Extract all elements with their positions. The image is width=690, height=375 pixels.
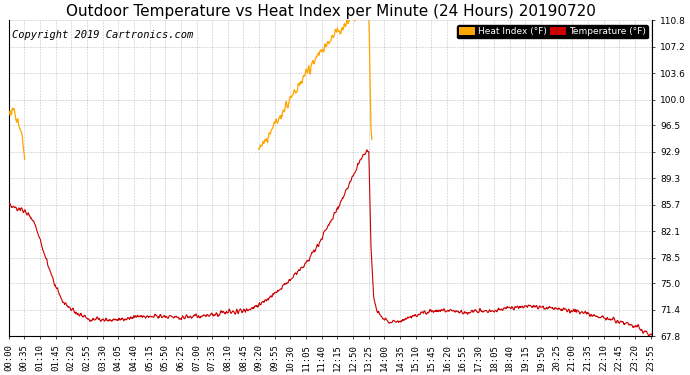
Title: Outdoor Temperature vs Heat Index per Minute (24 Hours) 20190720: Outdoor Temperature vs Heat Index per Mi… [66,4,595,19]
Text: Copyright 2019 Cartronics.com: Copyright 2019 Cartronics.com [12,30,193,40]
Legend: Heat Index (°F), Temperature (°F): Heat Index (°F), Temperature (°F) [457,25,648,38]
